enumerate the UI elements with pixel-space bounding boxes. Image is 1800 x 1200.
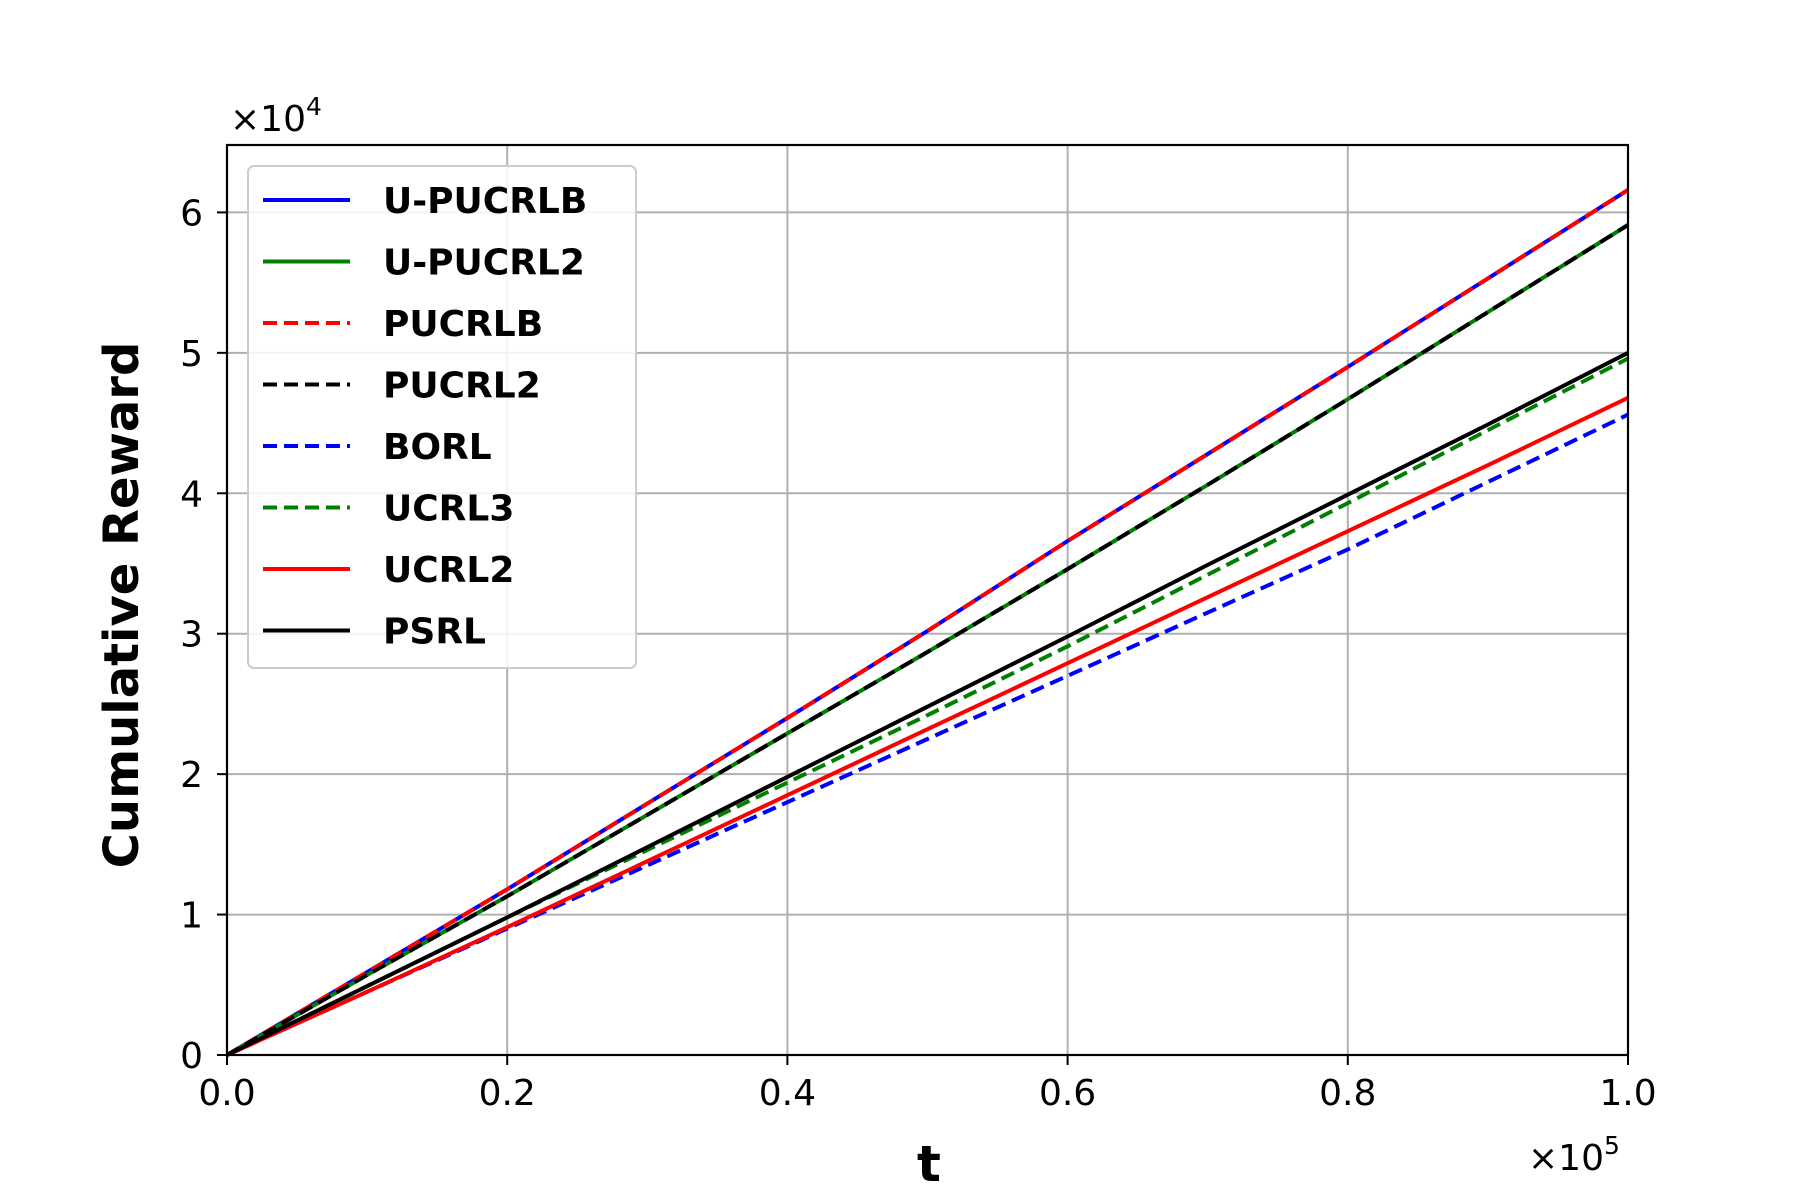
- y-tick-label: 6: [180, 193, 203, 234]
- legend-label-ucrl2: UCRL2: [383, 550, 514, 591]
- x-multiplier-base: ×10: [1528, 1138, 1604, 1179]
- legend: U-PUCRLB U-PUCRL2 PUCRLB PUCRL2 BORL UCRL3 UCR…: [247, 165, 637, 669]
- x-axis-title: t: [917, 1135, 941, 1193]
- x-tick-label: 0.0: [198, 1073, 255, 1114]
- x-tick-label: 0.8: [1319, 1073, 1376, 1114]
- x-axis-ticks: 0.0 0.2 0.4 0.6 0.8 1.0: [198, 1055, 1657, 1114]
- legend-label-pucrlb: PUCRLB: [383, 304, 543, 345]
- series-line-pucrlb: [225, 188, 1630, 1057]
- plot-frame: [225, 143, 1630, 1057]
- y-axis-title: Cumulative Reward: [94, 342, 150, 869]
- y-tick-label: 2: [180, 755, 203, 796]
- legend-label-pucrl2: PUCRL2: [383, 366, 541, 407]
- y-multiplier-exp: 4: [306, 92, 322, 121]
- plot-lines: [225, 188, 1630, 1057]
- x-tick-label: 0.4: [759, 1073, 816, 1114]
- x-tick-label: 0.2: [479, 1073, 536, 1114]
- legend-label-borl: BORL: [383, 427, 492, 468]
- y-tick-label: 3: [180, 615, 203, 656]
- x-multiplier-exp: 5: [1604, 1131, 1620, 1160]
- legend-label-ucrl3: UCRL3: [383, 489, 514, 530]
- legend-label-u-pucrl2: U-PUCRL2: [383, 243, 585, 284]
- x-tick-label: 0.6: [1039, 1073, 1096, 1114]
- series-line-pucrl2: [226, 223, 1630, 1057]
- y-tick-label: 1: [180, 896, 203, 937]
- legend-label-u-pucrlb: U-PUCRLB: [383, 181, 587, 222]
- series-line-ucrl2: [226, 395, 1629, 1057]
- legend-box: [247, 165, 637, 669]
- y-tick-label: 5: [180, 334, 203, 375]
- y-tick-label: 0: [180, 1036, 203, 1077]
- y-tick-label: 4: [180, 474, 203, 515]
- y-axis-ticks: 0 1 2 3 4 5 6: [180, 193, 227, 1077]
- x-tick-label: 1.0: [1599, 1073, 1656, 1114]
- x-multiplier: ×105: [1528, 1131, 1620, 1179]
- y-multiplier: ×104: [230, 92, 322, 140]
- series-line-psrl: [226, 351, 1629, 1057]
- y-multiplier-base: ×10: [230, 99, 306, 140]
- legend-label-psrl: PSRL: [383, 612, 486, 653]
